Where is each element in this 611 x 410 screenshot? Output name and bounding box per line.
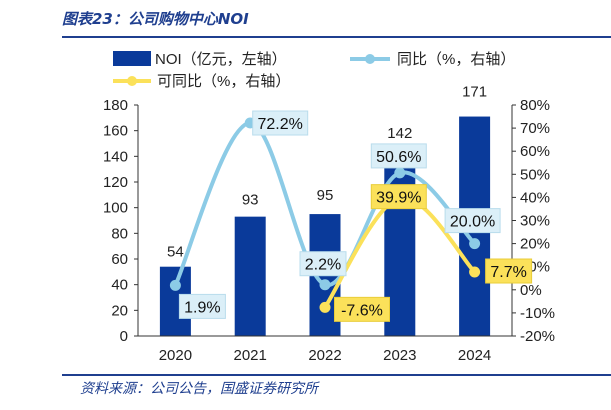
x-tick-label: 2023 bbox=[383, 347, 416, 364]
right-tick-label: 80% bbox=[520, 97, 550, 114]
noi-value-label: 142 bbox=[387, 125, 412, 142]
legend-noi-label: NOI（亿元，左轴） bbox=[155, 51, 287, 68]
x-tick-label: 2024 bbox=[458, 347, 491, 364]
legend: NOI（亿元，左轴） 同比（%，右轴） 可同比（%，右轴） bbox=[113, 51, 515, 90]
left-tick-label: 0 bbox=[120, 328, 128, 345]
noi-value-label: 171 bbox=[462, 84, 487, 101]
left-tick-label: 60 bbox=[111, 251, 128, 268]
right-tick-label: 30% bbox=[520, 213, 550, 230]
noi-value-label: 54 bbox=[167, 244, 184, 261]
left-tick-label: 80 bbox=[111, 225, 128, 242]
right-tick-label: 0% bbox=[520, 282, 542, 299]
left-tick-label: 20 bbox=[111, 302, 128, 319]
comparable-value-label: -7.6% bbox=[341, 302, 383, 319]
right-tick-label: -10% bbox=[520, 305, 555, 322]
source-rule bbox=[62, 374, 611, 376]
yoy-value-label: 72.2% bbox=[258, 116, 303, 133]
left-tick-label: 180 bbox=[103, 97, 128, 114]
noi-value-label: 93 bbox=[242, 192, 259, 209]
yoy-point-2022 bbox=[319, 279, 331, 291]
x-tick-label: 2021 bbox=[234, 347, 267, 364]
left-tick-label: 120 bbox=[103, 174, 128, 191]
legend-comparable-label: 可同比（%，右轴） bbox=[157, 73, 290, 90]
legend-comparable-marker bbox=[127, 76, 137, 86]
figure-title: 图表23：公司购物中心NOI bbox=[62, 10, 249, 28]
x-tick-label: 2020 bbox=[159, 347, 192, 364]
yoy-value-label: 1.9% bbox=[184, 299, 220, 316]
data-labels: 54 93 95 142 171 1.9% 72.2% 2.2% 50.6% 20.0% -7.6%… bbox=[167, 84, 533, 322]
comparable-point-2024 bbox=[469, 266, 481, 278]
right-tick-label: 70% bbox=[520, 120, 550, 137]
yoy-value-label: 20.0% bbox=[450, 214, 495, 231]
yoy-value-label: 50.6% bbox=[376, 149, 421, 166]
comparable-value-label-box bbox=[334, 296, 390, 322]
right-tick-label: 40% bbox=[520, 189, 550, 206]
yoy-value-label-box bbox=[178, 293, 226, 319]
comparable-value-label-box bbox=[485, 258, 533, 284]
legend-noi-swatch bbox=[113, 51, 151, 66]
comparable-value-label: 7.7% bbox=[490, 264, 526, 281]
left-tick-label: 40 bbox=[111, 277, 128, 294]
yoy-point-2023 bbox=[394, 167, 406, 179]
noi-bar-2021 bbox=[234, 216, 266, 336]
yoy-value-label-box bbox=[299, 251, 347, 277]
right-tick-label: 50% bbox=[520, 166, 550, 183]
legend-yoy-label: 同比（%，右轴） bbox=[397, 51, 515, 68]
yoy-point-2020 bbox=[169, 279, 181, 291]
yoy-value-label-box bbox=[252, 110, 309, 136]
comparable-point-2022 bbox=[319, 301, 331, 313]
left-tick-label: 140 bbox=[103, 148, 128, 165]
yoy-value-label: 2.2% bbox=[305, 257, 341, 274]
source-note: 资料来源：公司公告，国盛证券研究所 bbox=[80, 381, 318, 397]
comparable-value-label-box bbox=[370, 184, 427, 210]
axes: 020406080100120140160180-20%-10%0%10%20%… bbox=[103, 97, 555, 364]
right-tick-label: -20% bbox=[520, 328, 555, 345]
noi-value-label: 95 bbox=[317, 187, 334, 204]
x-tick-label: 2022 bbox=[308, 347, 341, 364]
yoy-value-label-box bbox=[370, 143, 427, 169]
left-tick-label: 100 bbox=[103, 200, 128, 217]
legend-yoy-marker bbox=[365, 54, 375, 64]
yoy-value-label-box bbox=[444, 208, 501, 234]
comparable-value-label: 39.9% bbox=[376, 190, 421, 207]
title-rule bbox=[62, 36, 611, 38]
yoy-line bbox=[173, 121, 477, 287]
yoy-point-2024 bbox=[469, 238, 481, 250]
left-tick-label: 160 bbox=[103, 123, 128, 140]
right-tick-label: 20% bbox=[520, 236, 550, 253]
right-tick-label: 60% bbox=[520, 143, 550, 160]
